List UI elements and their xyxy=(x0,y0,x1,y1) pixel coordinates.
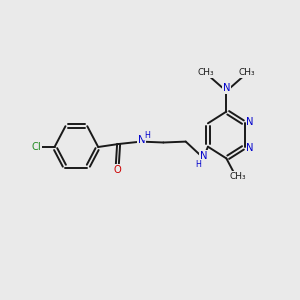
Text: N: N xyxy=(137,135,145,146)
Text: H: H xyxy=(144,130,150,140)
Text: CH₃: CH₃ xyxy=(238,68,255,77)
Text: CH₃: CH₃ xyxy=(198,68,214,77)
Text: O: O xyxy=(113,165,121,175)
Text: Cl: Cl xyxy=(32,142,42,152)
Text: N: N xyxy=(247,143,254,153)
Text: H: H xyxy=(196,160,202,169)
Text: N: N xyxy=(223,83,230,93)
Text: N: N xyxy=(247,117,254,127)
Text: CH₃: CH₃ xyxy=(230,172,246,181)
Text: N: N xyxy=(200,151,208,161)
